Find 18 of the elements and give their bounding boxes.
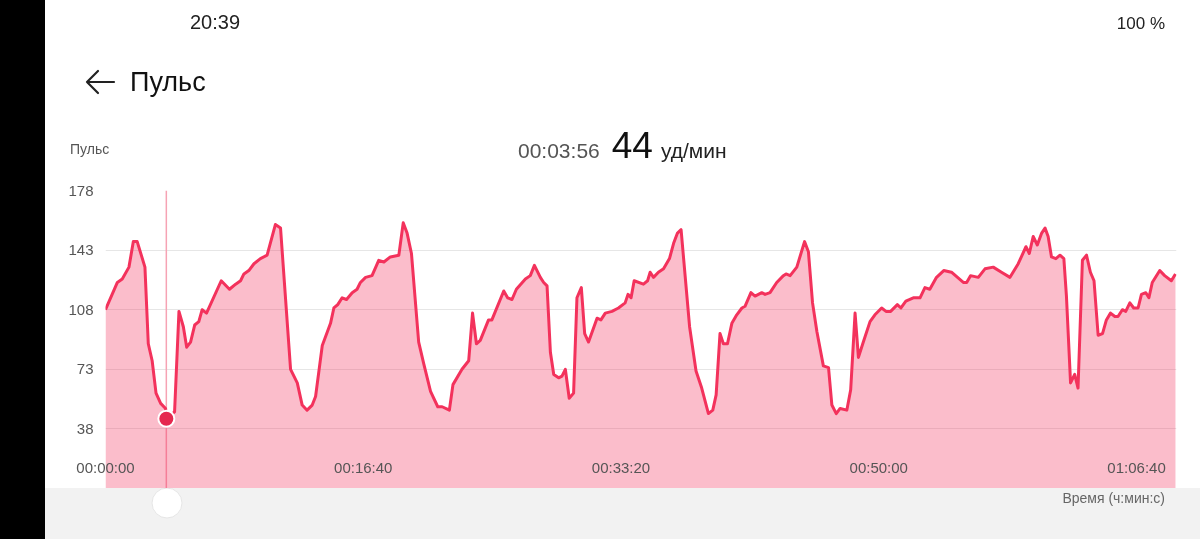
- x-tick-label: 01:06:40: [1107, 458, 1166, 476]
- chart-title: Пульс: [130, 66, 206, 99]
- y-tick-label: 108: [68, 300, 94, 318]
- y-axis-title: Пульс: [70, 141, 110, 158]
- x-tick-label: 00:00:00: [76, 458, 135, 476]
- y-tick-label: 73: [76, 360, 94, 378]
- x-tick-label: 00:16:40: [334, 458, 393, 476]
- y-tick-label: 178: [68, 181, 94, 199]
- text: 20:39: [190, 10, 241, 34]
- text: 00:03:56: [518, 138, 600, 164]
- text: 100 %: [1116, 14, 1165, 35]
- x-axis-title: Время (ч:мин:с): [1062, 490, 1165, 507]
- x-tick-label: 00:50:00: [849, 458, 908, 476]
- x-tick-label: 00:33:20: [591, 458, 651, 476]
- y-tick-label: 143: [68, 241, 94, 259]
- text: 44: [611, 124, 653, 168]
- y-tick-label: 38: [76, 419, 94, 437]
- text: уд/мин: [660, 138, 727, 164]
